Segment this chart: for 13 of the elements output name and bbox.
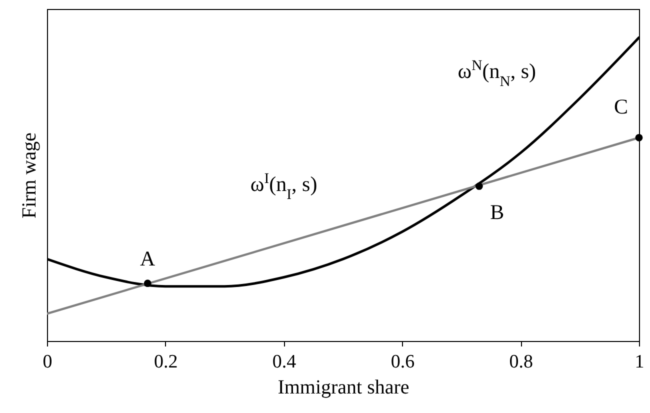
x-tick-label: 1 [634, 352, 644, 372]
annotation: C [614, 94, 628, 119]
x-tick-label: 0.2 [154, 352, 178, 372]
x-tick-label: 0.4 [272, 352, 297, 372]
series-label: ω$^{I}$(n$_{I}$, s) [250, 170, 318, 203]
annotation: B [490, 200, 504, 224]
annotation: A [140, 246, 156, 270]
x-axis-title: Immigrant share [278, 376, 410, 398]
series-label: ω$^{N}$(n$_{N}$, s) [458, 58, 536, 90]
x-tick-label: 0 [42, 352, 52, 372]
x-tick-label: 0.6 [390, 352, 415, 372]
x-tick-label: 0.8 [509, 352, 533, 372]
y-axis-title: Firm wage [18, 132, 40, 219]
